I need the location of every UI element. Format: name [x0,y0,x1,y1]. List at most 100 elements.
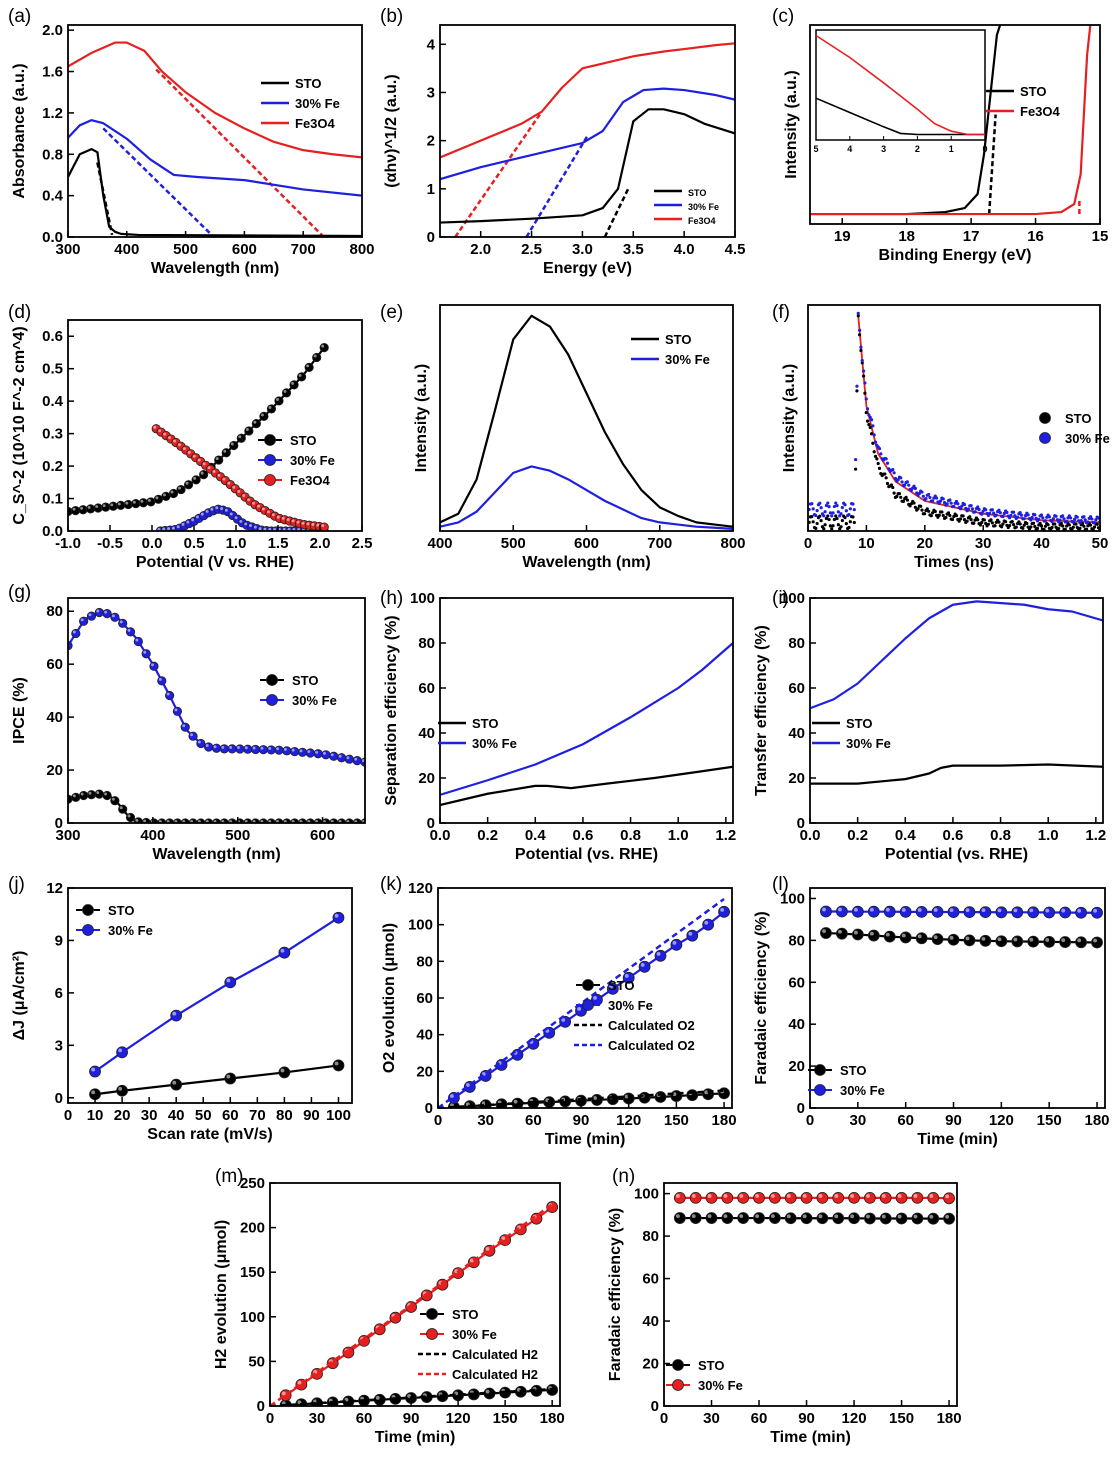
marker-highlight [276,515,280,519]
x-tick-label: 2.0 [470,241,491,258]
data-point [950,517,955,522]
inset-tick-label: 3 [881,144,886,154]
data-point [855,389,859,393]
y-tick-label: 60 [788,680,805,697]
marker-highlight [901,933,906,938]
x-tick-label: 120 [989,1112,1014,1129]
y-tick-label: 50 [248,1353,265,1370]
marker-highlight [513,1099,518,1104]
x-tick-label: 400 [114,241,139,258]
marker-highlight [215,506,219,510]
marker-highlight [191,518,195,522]
data-point [1018,522,1022,526]
legend-marker [264,474,276,486]
data-point [968,515,972,519]
data-point [1053,522,1057,526]
data-point [266,404,277,414]
legend-label: Calculated H2 [452,1367,538,1382]
data-point [170,1078,183,1091]
marker-highlight [307,750,311,754]
data-point [79,616,89,626]
legend-label: STO [846,716,873,731]
legend-marker [672,1379,684,1391]
y-tick-label: 20 [788,770,805,787]
x-tick-label: 18 [898,228,915,245]
data-point [815,521,819,526]
series-line [825,931,1098,944]
y-tick-label: 0 [425,1100,433,1117]
data-point [848,1191,860,1204]
data-point [835,905,848,918]
data-point [840,506,844,510]
data-point [219,744,229,754]
data-point [251,419,261,429]
chart-panel: (g) 300 400 500 600 0 20 40 60 80 Wavelength (nm) I… [8,582,366,863]
marker-highlight [334,1061,339,1066]
data-point [1078,526,1082,530]
marker-highlight [167,527,171,531]
data-point [868,415,872,419]
x-tick-label: 300 [55,241,80,258]
data-point [1088,523,1093,527]
x-tick-label: 0 [266,1410,274,1427]
fit-line [525,135,589,237]
x-tick-label: 1.2 [1085,827,1106,844]
data-point [250,744,261,755]
data-point [984,521,988,526]
data-point [851,928,864,941]
marker-highlight [704,920,709,925]
data-point [818,514,822,518]
marker-highlight [838,929,842,934]
marker-highlight [297,1380,302,1385]
data-point [938,499,943,503]
x-tick-label: -1.0 [55,535,81,552]
marker-highlight [688,931,693,936]
data-point [920,508,924,512]
marker-highlight [80,618,84,622]
x-tick-label: 17 [963,228,980,245]
legend-marker [82,904,94,916]
data-point [1037,517,1041,521]
data-point [941,513,945,518]
data-point [1083,518,1087,522]
data-point [199,470,209,480]
data-point [822,527,826,531]
data-point [823,523,827,527]
x-axis-label: Energy (eV) [543,260,632,277]
x-axis-label: Wavelength (nm) [151,260,279,277]
data-point [1031,521,1036,525]
legend: STO 30% Fe Calculated H2 Calculated H2 [418,1307,538,1382]
y-tick-label: 40 [788,1016,805,1033]
plot-area [270,1201,559,1406]
y-tick-label: 80 [788,932,805,949]
legend-label: 30% Fe [608,998,653,1013]
plot-frame [809,24,1101,225]
data-point [670,938,683,951]
marker-highlight [196,515,199,519]
marker-highlight [226,1074,231,1079]
marker-highlight [197,458,201,462]
data-point [877,446,882,451]
data-point [204,742,214,752]
data-point [949,501,953,505]
data-point [831,524,835,528]
data-point [954,514,959,518]
marker-highlight [266,510,270,514]
marker-highlight [244,522,248,526]
data-point [138,498,148,508]
data-point [892,491,896,495]
y-tick-label: 150 [240,1264,265,1281]
data-point [278,946,291,959]
plot-frame [67,24,363,238]
data-point [1059,906,1072,919]
data-point [102,790,112,801]
marker-highlight [212,470,216,473]
x-tick-label: 1.0 [226,535,247,552]
data-point [852,520,856,525]
legend: STO 30% Fe [260,673,337,708]
marker-highlight [1029,908,1034,913]
data-point [873,454,878,458]
data-point [800,1191,813,1204]
marker-highlight [771,1194,775,1198]
series-line [94,916,340,1073]
